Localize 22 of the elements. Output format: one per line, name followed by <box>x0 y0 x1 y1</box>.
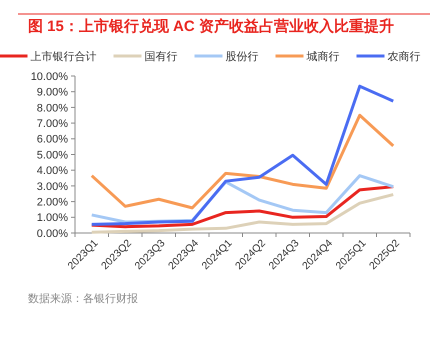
line-series <box>90 193 395 234</box>
y-tick-label: 0.00% <box>36 228 68 240</box>
y-tick-label: 9.00% <box>36 86 68 99</box>
y-tick-label: 6.00% <box>36 134 68 146</box>
chart-title: 图 15：上市银行兑现 AC 资产收益占营业收入比重提升 <box>28 17 394 35</box>
y-tick-label: 5.00% <box>36 149 68 162</box>
line-series <box>90 114 395 210</box>
y-tick-label: 10.00% <box>30 70 68 83</box>
legend-label: 城商行 <box>306 50 340 63</box>
y-tick-label: 2.00% <box>36 196 68 208</box>
legend-label: 农商行 <box>388 50 420 63</box>
y-tick-label: 3.00% <box>36 180 68 193</box>
line-series <box>90 84 395 226</box>
y-tick-label: 8.00% <box>36 102 68 114</box>
y-tick-label: 7.00% <box>36 118 68 130</box>
legend-label: 股份行 <box>226 51 258 63</box>
legend-label: 国有行 <box>144 51 178 63</box>
legend-label: 上市银行合计 <box>30 50 96 63</box>
line-series <box>90 185 395 228</box>
source-note: 数据来源：各银行财报 <box>28 292 138 305</box>
y-tick-label: 1.00% <box>36 212 68 224</box>
y-tick-label: 4.00% <box>36 165 68 178</box>
